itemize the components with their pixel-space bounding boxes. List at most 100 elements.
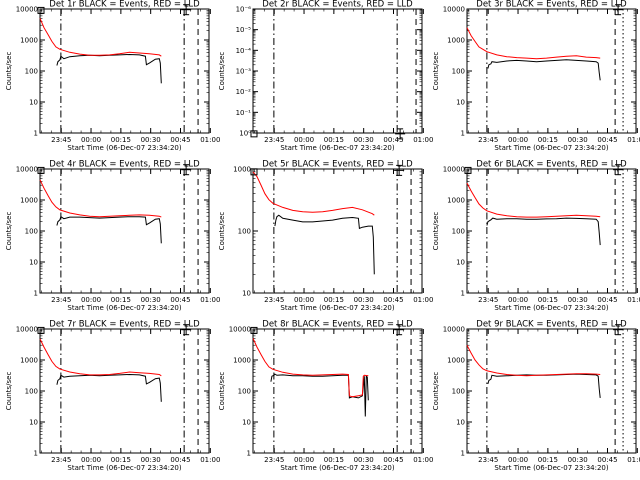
x-axis-label: Start Time (06-Dec-07 23:34:20) — [67, 464, 181, 472]
square-marker — [250, 168, 258, 176]
x-axis-label: Start Time (06-Dec-07 23:34:20) — [67, 304, 181, 312]
series-events — [56, 215, 162, 244]
x-tick-label: 00:15 — [538, 136, 558, 144]
y-tick-label: 100 — [452, 228, 465, 236]
panel-title: Det 5r BLACK = Events, RED = LLD — [262, 160, 413, 170]
x-tick-label: 00:00 — [294, 296, 314, 304]
x-axis-label: Start Time (06-Dec-07 23:34:20) — [494, 464, 608, 472]
y-tick-label: 100 — [25, 388, 38, 396]
y-tick-label: 10 — [456, 259, 465, 267]
x-tick-label: 00:00 — [81, 296, 101, 304]
plot-frame — [466, 8, 637, 134]
x-tick-label: 00:30 — [141, 296, 161, 304]
panel-det-6: Det 6r BLACK = Events, RED = LLD 1 10 100 10… — [432, 160, 640, 313]
y-tick-label: 100 — [238, 388, 251, 396]
x-tick-label: 00:00 — [508, 136, 528, 144]
series-events — [486, 217, 601, 246]
x-tick-label: 00:15 — [324, 456, 344, 464]
panel-det-2: Det 2r BLACK = Events, RED = LLD 10⁰ 10⁻¹ 1… — [218, 0, 433, 152]
panel-det-7: Det 7r BLACK = Events, RED = LLD 1 10 100 10… — [5, 320, 220, 473]
y-tick-label: 10000 — [16, 166, 38, 174]
y-axis-label: Counts/sec — [432, 372, 440, 411]
y-tick-label: 10000 — [16, 6, 38, 14]
y-tick-label: 1000 — [447, 357, 465, 365]
y-tick-label: 100 — [25, 68, 38, 76]
panel-det-8: Det 8r BLACK = Events, RED = LLD 1 10 100 10… — [218, 320, 433, 473]
series-lld — [252, 171, 375, 216]
y-tick-label: 1000 — [447, 37, 465, 45]
x-tick-label: 23:45 — [51, 296, 71, 304]
x-axis-label: Start Time (06-Dec-07 23:34:20) — [280, 144, 394, 152]
series-events — [56, 373, 162, 402]
y-tick-label: 1 — [461, 290, 465, 298]
x-axis-label: Start Time (06-Dec-07 23:34:20) — [494, 304, 608, 312]
x-tick-label: 01:00 — [413, 136, 433, 144]
x-tick-label: 00:45 — [170, 456, 190, 464]
x-axis-label: Start Time (06-Dec-07 23:34:20) — [67, 144, 181, 152]
x-tick-label: 01:00 — [413, 456, 433, 464]
x-tick-label: 01:00 — [627, 296, 640, 304]
x-tick-label: 23:45 — [51, 136, 71, 144]
x-tick-label: 01:00 — [200, 456, 220, 464]
y-axis-label: Counts/sec — [432, 52, 440, 91]
panel-title: Det 4r BLACK = Events, RED = LLD — [49, 160, 200, 170]
errorbar-marker — [181, 4, 192, 16]
x-tick-label: 01:00 — [627, 136, 640, 144]
x-tick-label: 00:30 — [568, 136, 588, 144]
series-lld — [39, 179, 162, 218]
y-tick-label: 1 — [247, 450, 251, 458]
errorbar-marker — [395, 128, 406, 140]
panel-det-9: Det 9r BLACK = Events, RED = LLD 1 10 100 10… — [432, 320, 640, 473]
series-events — [487, 59, 601, 81]
x-tick-label: 00:00 — [294, 136, 314, 144]
panel-title: Det 7r BLACK = Events, RED = LLD — [49, 320, 200, 330]
errorbar-marker — [613, 324, 624, 336]
errorbar-marker — [613, 164, 624, 176]
x-tick-label: 00:30 — [354, 296, 374, 304]
x-tick-label: 00:15 — [111, 296, 131, 304]
series-events — [487, 373, 601, 398]
x-tick-label: 23:45 — [478, 296, 498, 304]
y-tick-label: 1000 — [20, 357, 38, 365]
y-tick-label: 10 — [29, 99, 38, 107]
x-tick-label: 23:45 — [264, 296, 284, 304]
x-tick-label: 00:30 — [141, 136, 161, 144]
series-events — [274, 214, 375, 275]
y-tick-label: 1000 — [233, 357, 251, 365]
x-tick-label: 00:15 — [111, 456, 131, 464]
x-tick-label: 01:00 — [200, 296, 220, 304]
panel-title: Det 2r BLACK = Events, RED = LLD — [262, 0, 413, 10]
y-tick-label: 10000 — [443, 326, 465, 334]
x-tick-label: 00:15 — [111, 136, 131, 144]
square-marker — [37, 6, 45, 14]
errorbar-marker — [613, 4, 624, 16]
x-tick-label: 00:30 — [568, 296, 588, 304]
y-tick-label: 100 — [452, 68, 465, 76]
y-tick-label: 1 — [461, 130, 465, 138]
y-axis-label: Counts/sec — [5, 372, 13, 411]
x-tick-label: 23:45 — [264, 456, 284, 464]
y-axis-label: Counts/sec — [218, 52, 226, 91]
panel-det-1: Det 1r BLACK = Events, RED = LLD 1 10 100 10… — [5, 0, 220, 152]
x-tick-label: 23:45 — [478, 456, 498, 464]
x-tick-label: 01:00 — [413, 296, 433, 304]
x-tick-label: 00:45 — [383, 456, 403, 464]
square-marker — [37, 326, 45, 334]
y-tick-label: 1 — [461, 450, 465, 458]
errorbar-marker — [394, 324, 405, 336]
panel-det-4: Det 4r BLACK = Events, RED = LLD 1 10 100 10… — [5, 160, 220, 313]
y-axis-label: Counts/sec — [432, 212, 440, 251]
series-events — [56, 53, 162, 84]
x-tick-label: 00:00 — [294, 456, 314, 464]
panel-det-3: Det 3r BLACK = Events, RED = LLD 1 10 100 10… — [432, 0, 640, 152]
panel-title: Det 9r BLACK = Events, RED = LLD — [476, 320, 627, 330]
series-lld — [39, 18, 162, 57]
y-tick-label: 10⁻¹ — [236, 109, 252, 117]
series-lld — [466, 27, 601, 60]
y-tick-label: 10000 — [443, 166, 465, 174]
y-tick-label: 10000 — [229, 326, 251, 334]
series-lld — [39, 338, 162, 377]
y-tick-label: 10 — [242, 419, 251, 427]
x-tick-label: 00:15 — [324, 136, 344, 144]
